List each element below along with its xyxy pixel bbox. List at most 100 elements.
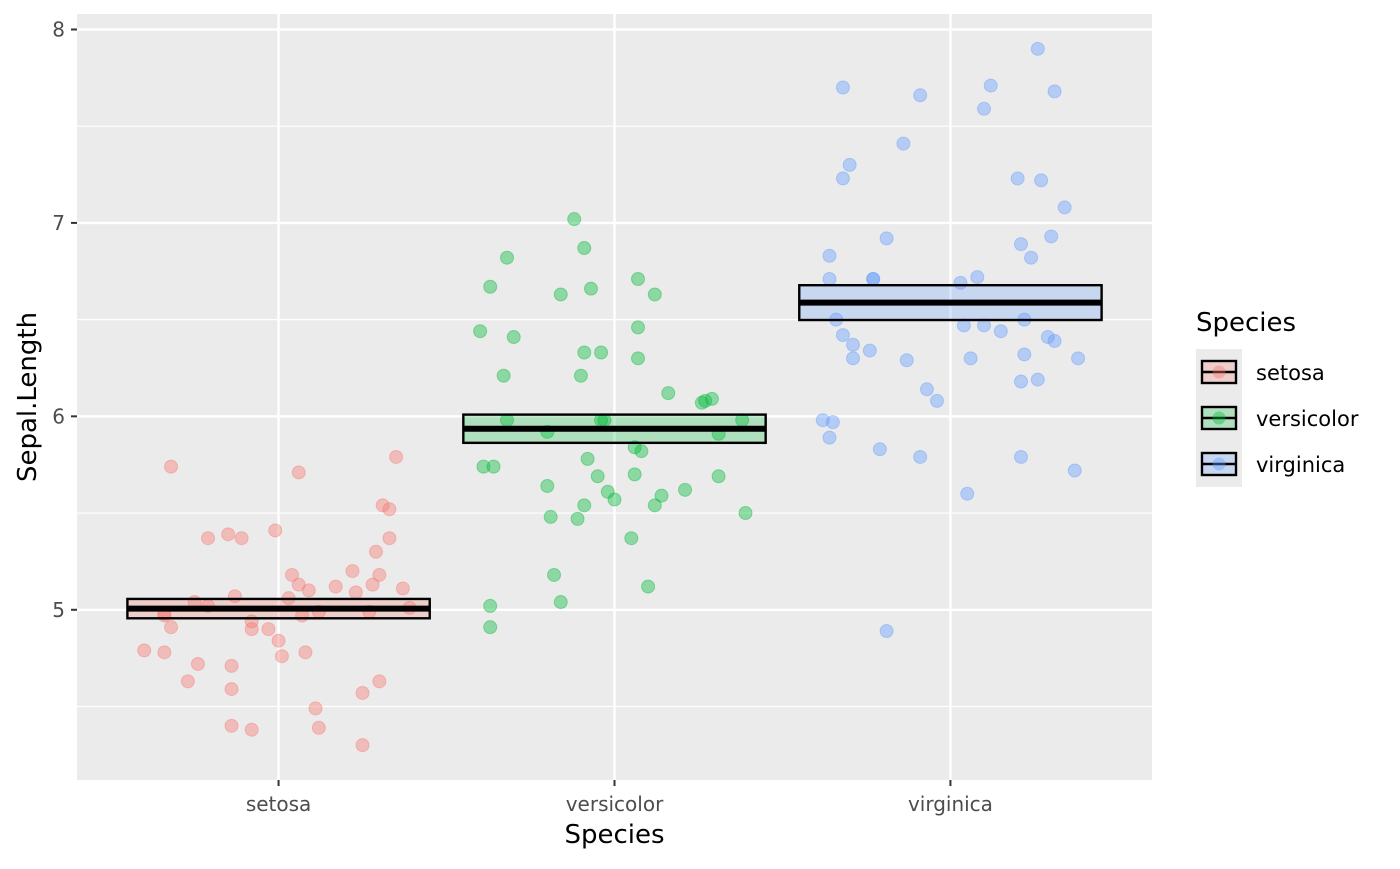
versicolor-point (647, 498, 662, 513)
virginica-point (835, 328, 850, 343)
setosa-point (261, 622, 276, 637)
virginica-point (960, 486, 975, 501)
legend-key-point (1212, 411, 1226, 425)
setosa-point (382, 531, 397, 546)
versicolor-point (483, 598, 498, 613)
virginica-point (866, 272, 881, 287)
setosa-point (268, 523, 283, 538)
virginica-point (1034, 173, 1049, 188)
versicolor-point (506, 330, 521, 345)
setosa-point (375, 498, 390, 513)
setosa-point (291, 577, 306, 592)
setosa-point (298, 645, 313, 660)
setosa-point (355, 738, 370, 753)
setosa-point (164, 459, 179, 474)
virginica-point (993, 324, 1008, 339)
virginica-point (1047, 333, 1062, 348)
versicolor-point (624, 531, 639, 546)
versicolor-point (473, 324, 488, 339)
setosa-point (221, 527, 236, 542)
y-tick-label: 5 (52, 598, 65, 622)
versicolor-point (698, 393, 713, 408)
setosa-point (389, 449, 404, 464)
versicolor-point (738, 506, 753, 521)
legend-label-virginica: virginica (1256, 453, 1345, 477)
virginica-point (1030, 41, 1045, 56)
versicolor-point (590, 469, 605, 484)
setosa-point (372, 567, 387, 582)
versicolor-point (631, 272, 646, 287)
setosa-point (164, 620, 179, 635)
setosa-point (224, 658, 239, 673)
versicolor-point (711, 469, 726, 484)
versicolor-point (486, 459, 501, 474)
virginica-point (970, 270, 985, 285)
versicolor-point (583, 281, 598, 296)
virginica-point (1040, 330, 1055, 345)
setosa-point (372, 674, 387, 689)
virginica-point (822, 430, 837, 445)
versicolor-point (634, 444, 649, 459)
virginica-point (879, 624, 894, 639)
y-tick-label: 6 (52, 404, 65, 428)
virginica-point (983, 78, 998, 93)
virginica-point (825, 415, 840, 430)
virginica-point (835, 80, 850, 95)
versicolor-point (553, 595, 568, 610)
virginica-point (842, 157, 857, 172)
setosa-point (311, 720, 326, 735)
virginica-point (963, 351, 978, 366)
legend-label-versicolor: versicolor (1256, 407, 1359, 431)
setosa-point (365, 577, 380, 592)
virginica-point (977, 101, 992, 116)
virginica-point (913, 88, 928, 103)
virginica-point (846, 351, 861, 366)
virginica-point (862, 343, 877, 358)
x-axis-title: Species (564, 820, 664, 850)
versicolor-point (500, 250, 514, 265)
setosa-point (355, 685, 370, 700)
setosa-point (308, 701, 323, 716)
versicolor-point (547, 567, 562, 582)
setosa-point (348, 585, 363, 600)
virginica-point (1057, 200, 1072, 215)
axes: 5 6 7 8 setosa versicolor virginica (52, 17, 993, 816)
versicolor-point (704, 391, 719, 406)
versicolor-point (647, 287, 662, 302)
versicolor-point (483, 620, 498, 635)
legend-label-setosa: setosa (1256, 361, 1325, 385)
versicolor-point (567, 212, 582, 227)
y-tick-label: 8 (52, 17, 65, 41)
x-tick-label: setosa (246, 792, 311, 816)
virginica-point (1024, 250, 1039, 265)
virginica-point (1013, 237, 1028, 252)
setosa-point (224, 718, 239, 733)
versicolor-point (496, 368, 511, 383)
versicolor-point (678, 482, 693, 497)
y-axis-title: Sepal.Length (13, 312, 43, 482)
setosa-point (395, 581, 410, 596)
virginica-point (1017, 347, 1032, 362)
virginica-point (822, 248, 837, 263)
virginica-point (846, 337, 861, 352)
versicolor-point (694, 395, 709, 410)
virginica-point (1071, 351, 1086, 366)
virginica-point (1013, 449, 1028, 464)
setosa-point (190, 656, 205, 671)
setosa-point (382, 502, 397, 517)
setosa-point (274, 649, 289, 664)
setosa-point (224, 682, 239, 697)
virginica-point (822, 272, 837, 287)
setosa-point (345, 564, 360, 579)
setosa-point (291, 465, 306, 480)
x-tick-label: versicolor (566, 792, 664, 816)
setosa-point (180, 674, 195, 689)
versicolor-point (641, 579, 656, 594)
versicolor-point (476, 459, 491, 474)
virginica-point (1013, 374, 1028, 389)
virginica-point (919, 382, 934, 397)
setosa-point (244, 722, 259, 737)
virginica-point (815, 413, 830, 428)
versicolor-point (607, 492, 622, 507)
versicolor-point (573, 368, 588, 383)
